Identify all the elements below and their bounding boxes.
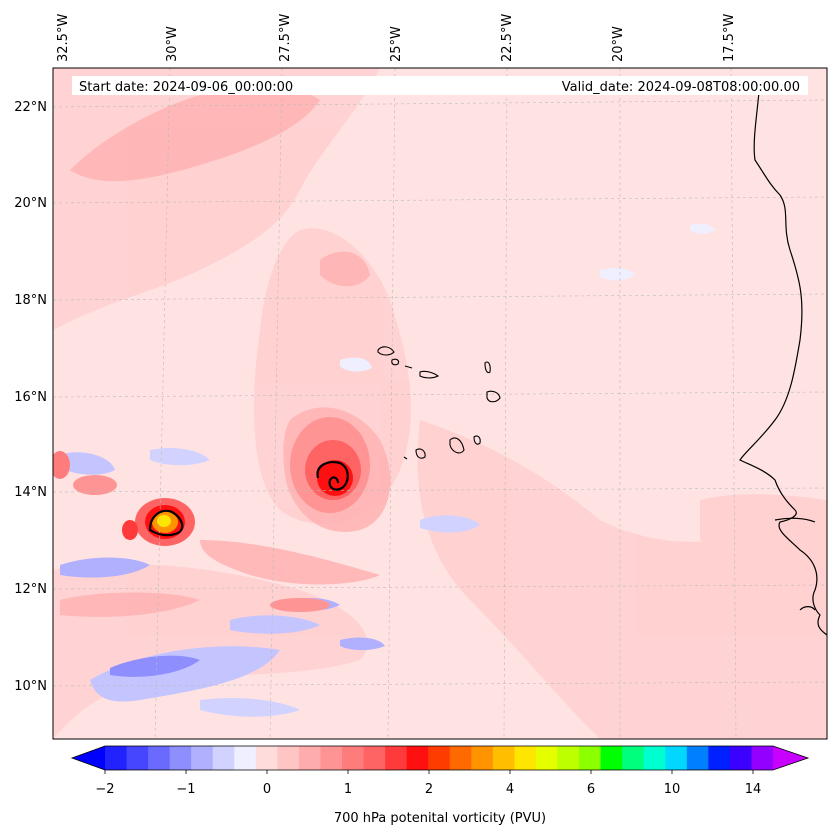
colorbar-segment [686, 746, 709, 770]
colorbar-segment [298, 746, 322, 770]
pv-storm-east [290, 417, 370, 513]
graticule [53, 68, 827, 739]
lat-label: 14°N [14, 485, 47, 500]
colorbar-segment [363, 746, 386, 770]
lon-labels: 32.5°W 30°W 27.5°W 25°W 22.5°W 20°W 17.5… [56, 14, 737, 62]
lon-label: 20°W [611, 26, 626, 62]
colorbar-segment [385, 746, 408, 770]
colorbar-segment [708, 746, 731, 770]
lat-label: 22°N [14, 100, 47, 115]
colorbar-tick-label: 14 [745, 782, 762, 797]
colorbar-label: 700 hPa potenital vorticity (PVU) [334, 811, 546, 826]
lon-label: 27.5°W [278, 14, 293, 62]
colorbar-segment [514, 746, 537, 770]
date-bar [72, 76, 808, 95]
colorbar-segment [622, 746, 645, 770]
lon-label: 25°W [389, 26, 404, 62]
colorbar-segment [169, 746, 192, 770]
colorbar [70, 745, 810, 774]
colorbar-segment [471, 746, 494, 770]
colorbar-tick-label: 4 [506, 782, 514, 797]
lon-label: 32.5°W [56, 14, 71, 62]
colorbar-segment [191, 746, 214, 770]
colorbar-tick-label: −2 [95, 782, 114, 797]
colorbar-segment [234, 746, 257, 770]
lat-label: 12°N [14, 582, 47, 597]
colorbar-segment [751, 746, 774, 770]
colorbar-segment [449, 746, 472, 770]
colorbar-segment [665, 746, 688, 770]
colorbar-extend-low [72, 746, 105, 770]
colorbar-segment [126, 746, 149, 770]
colorbar-segment [148, 746, 171, 770]
pv-spots [53, 451, 330, 612]
coastline [739, 79, 827, 636]
colorbar-segment [406, 746, 429, 770]
colorbar-tick-label: 2 [425, 782, 433, 797]
pv-contours [148, 461, 349, 537]
lat-label: 18°N [14, 293, 47, 308]
colorbar-tick-label: 0 [263, 782, 271, 797]
map-panel[interactable] [50, 68, 827, 739]
colorbar-segment [255, 746, 278, 770]
pv-field-medium [60, 85, 391, 617]
colorbar-segment [535, 746, 559, 770]
colorbar-segment [492, 746, 516, 770]
colorbar-segment [643, 746, 666, 770]
colorbar-extend-high [773, 746, 808, 770]
colorbar-segment [428, 746, 451, 770]
colorbar-segment [320, 746, 343, 770]
valid-date: Valid_date: 2024-09-08T08:00:00.00 [562, 80, 800, 95]
colorbar-segment [212, 746, 235, 770]
colorbar-tick-label: 6 [587, 782, 595, 797]
start-date: Start date: 2024-09-06_00:00:00 [79, 80, 293, 95]
colorbar-segment [105, 746, 128, 770]
colorbar-segment [342, 746, 365, 770]
colorbar-segment [277, 746, 300, 770]
lat-label: 20°N [14, 196, 47, 211]
lon-label: 22.5°W [500, 14, 515, 62]
colorbar-segment [600, 746, 623, 770]
lat-label: 16°N [14, 390, 47, 405]
colorbar-segment [557, 746, 580, 770]
pv-field-negative [60, 223, 715, 717]
map-frame [52, 67, 828, 740]
lon-label: 17.5°W [722, 14, 737, 62]
lat-label: 10°N [14, 679, 47, 694]
colorbar-tick-label: 10 [664, 782, 681, 797]
colorbar-tick-label: −1 [176, 782, 195, 797]
colorbar-segment [729, 746, 753, 770]
lat-labels: 22°N 20°N 18°N 16°N 14°N 12°N 10°N [14, 100, 47, 694]
colorbar-segment [579, 746, 602, 770]
pv-storm-west [135, 498, 195, 546]
colorbar-ticks: −2 −1 0 1 2 4 6 10 14 [95, 782, 761, 797]
lon-label: 30°W [165, 26, 180, 62]
colorbar-tick-label: 1 [344, 782, 352, 797]
cape-verde-islands [377, 346, 501, 460]
